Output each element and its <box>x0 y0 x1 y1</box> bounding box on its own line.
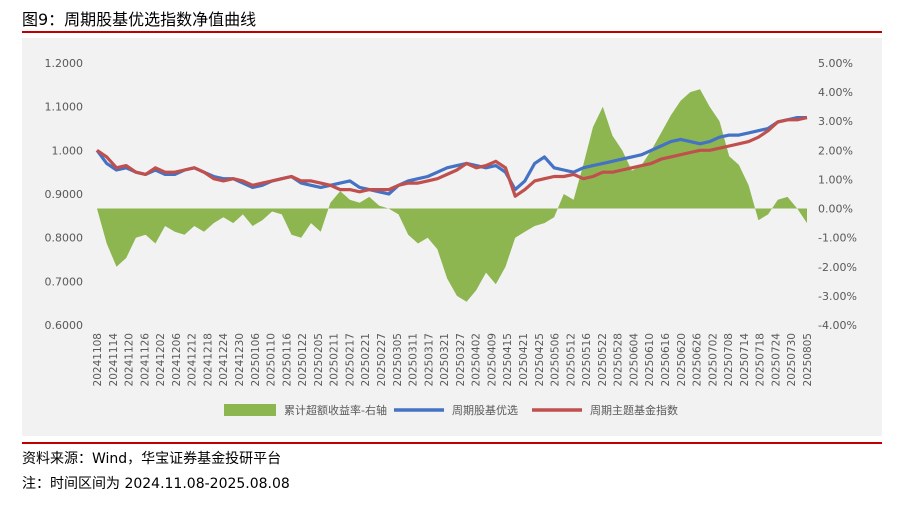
x-tick-label: 20250106 <box>250 333 262 387</box>
x-tick-label: 20250805 <box>802 333 814 386</box>
x-tick-label: 20250221 <box>360 333 372 386</box>
x-tick-label: 20241206 <box>171 333 183 387</box>
x-tick-label: 20250702 <box>707 333 719 386</box>
x-tick-label: 20250522 <box>597 333 609 386</box>
excess-return-area <box>97 89 807 302</box>
x-tick-label: 20250317 <box>423 333 435 386</box>
right-axis-tick-label: 1.00% <box>818 173 853 186</box>
right-axis-tick-label: 2.00% <box>818 144 853 157</box>
x-tick-label: 20241120 <box>124 333 136 386</box>
right-axis-tick-label: 3.00% <box>818 115 853 128</box>
x-tick-label: 20250724 <box>770 333 782 387</box>
x-tick-label: 20250110 <box>266 333 278 386</box>
x-tick-label: 20250409 <box>486 333 498 386</box>
x-tick-label: 20250528 <box>613 333 625 386</box>
legend-label-index: 周期主题基金指数 <box>590 403 678 417</box>
x-tick-label: 20241224 <box>218 333 230 387</box>
left-axis-tick-label: 1.1000 <box>45 101 84 114</box>
left-axis-tick-label: 0.6000 <box>45 319 84 332</box>
left-axis-tick-label: 1.2000 <box>45 57 84 70</box>
bottom-rule <box>22 442 882 444</box>
right-axis-tick-label: 4.00% <box>818 86 853 99</box>
right-axis-tick-label: -3.00% <box>818 290 857 303</box>
x-tick-label: 20250730 <box>786 333 798 386</box>
x-tick-label: 20250205 <box>313 333 325 386</box>
note-text: 注：时间区间为 2024.11.08-2025.08.08 <box>22 476 290 492</box>
x-tick-label: 20250305 <box>392 333 404 386</box>
top-rule <box>22 31 882 33</box>
x-tick-label: 20250425 <box>534 333 546 386</box>
x-tick-label: 20250402 <box>471 333 483 386</box>
x-tick-label: 20241230 <box>234 333 246 386</box>
x-tick-label: 20250626 <box>692 333 704 387</box>
x-tick-label: 20241212 <box>187 333 199 386</box>
index-line <box>96 116 808 198</box>
x-tick-label: 20250116 <box>281 333 293 387</box>
x-tick-label: 20250714 <box>739 333 751 387</box>
x-tick-label: 20250421 <box>518 333 530 386</box>
fund-line <box>95 115 807 196</box>
right-axis-tick-label: 0.00% <box>818 203 853 216</box>
x-tick-label: 20250506 <box>550 333 562 387</box>
legend-label-fund: 周期股基优选 <box>452 404 518 417</box>
x-tick-label: 20241202 <box>155 333 167 386</box>
x-tick-label: 20250217 <box>344 333 356 386</box>
x-tick-label: 20250122 <box>297 333 309 386</box>
right-axis-tick-label: -2.00% <box>818 261 857 274</box>
x-tick-label: 20250620 <box>676 333 688 386</box>
chart-area: 0.6000 0.7000 0.8000 0.9000 1.000 1.1000 1.200… <box>22 38 882 436</box>
left-axis-tick-label: 0.7000 <box>45 275 84 288</box>
x-tick-label: 20241108 <box>92 333 104 386</box>
x-tick-label: 20250415 <box>502 333 514 386</box>
x-tick-label: 20250227 <box>376 333 388 386</box>
x-tick-label: 20250516 <box>581 333 593 387</box>
left-axis-tick-label: 0.9000 <box>45 188 84 201</box>
chart-title: 图9：周期股基优选指数净值曲线 <box>22 10 257 29</box>
legend-swatch-area <box>224 404 276 416</box>
x-tick-label: 20250718 <box>755 333 767 386</box>
source-text: 资料来源：Wind，华宝证券基金投研平台 <box>22 451 282 467</box>
x-tick-label: 20250311 <box>408 333 420 386</box>
right-axis-tick-label: 5.00% <box>818 57 853 70</box>
right-axis-tick-label: -1.00% <box>818 232 857 245</box>
chart-svg: 0.6000 0.7000 0.8000 0.9000 1.000 1.1000 1.200… <box>45 57 857 417</box>
x-tick-label: 20241114 <box>108 333 120 387</box>
x-tick-label: 20250708 <box>723 333 735 386</box>
x-tick-label: 20250512 <box>565 333 577 386</box>
left-axis-tick-label: 1.000 <box>52 144 84 157</box>
x-tick-label: 20250321 <box>439 333 451 386</box>
x-tick-label: 20250616 <box>660 333 672 387</box>
x-tick-label: 20250327 <box>455 333 467 386</box>
legend-label-area: 累计超额收益率-右轴 <box>284 403 387 417</box>
x-tick-label: 20241218 <box>202 333 214 386</box>
x-tick-label: 20250604 <box>628 333 640 387</box>
x-tick-label: 20250211 <box>329 333 341 386</box>
x-tick-label: 20250610 <box>644 333 656 386</box>
right-axis-tick-label: -4.00% <box>818 319 857 332</box>
left-axis-tick-label: 0.8000 <box>45 232 84 245</box>
x-tick-label: 20241126 <box>139 333 151 387</box>
